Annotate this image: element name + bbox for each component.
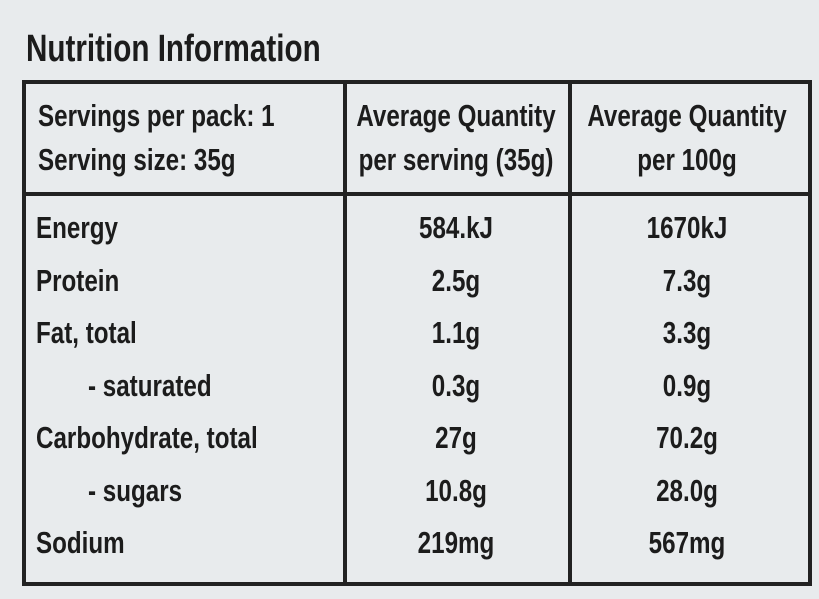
nutrient-name: Fat, total <box>36 315 137 350</box>
nutrient-name: - saturated <box>88 367 212 403</box>
nutrient-value: 1.1g <box>431 315 481 350</box>
column-divider <box>343 84 347 582</box>
header-cell: per serving (35g) <box>358 142 554 177</box>
nutrient-name: Energy <box>36 210 118 245</box>
nutrient-value: 219mg <box>417 525 495 560</box>
column-divider <box>568 84 572 582</box>
nutrient-value: 70.2g <box>656 420 718 455</box>
nutrient-name: Protein <box>36 262 120 298</box>
title: Nutrition Information <box>26 28 321 70</box>
nutrient-value: 584.kJ <box>419 210 493 245</box>
nutrient-value: 27g <box>435 420 477 455</box>
nutrient-value: 0.9g <box>662 367 712 403</box>
header-cell: Average Quantity <box>356 98 556 133</box>
nutrient-value: 28.0g <box>656 472 718 508</box>
header-divider <box>26 192 808 196</box>
header-cell: per 100g <box>637 142 737 177</box>
header-cell: Average Quantity <box>587 98 787 133</box>
nutrient-value: 7.3g <box>662 262 712 298</box>
nutrient-name: - sugars <box>88 472 183 508</box>
header-cell: Serving size: 35g <box>38 142 236 177</box>
nutrient-value: 2.5g <box>431 262 481 298</box>
nutrient-value: 10.8g <box>425 472 487 508</box>
table <box>22 80 812 586</box>
nutrient-name: Carbohydrate, total <box>36 420 258 455</box>
nutrient-name: Sodium <box>36 525 125 560</box>
nutrient-value: 1670kJ <box>646 210 728 245</box>
header-cell: Servings per pack: 1 <box>38 98 275 133</box>
nutrient-value: 567mg <box>648 525 726 560</box>
nutrient-value: 3.3g <box>662 315 712 350</box>
nutrient-value: 0.3g <box>431 367 481 403</box>
